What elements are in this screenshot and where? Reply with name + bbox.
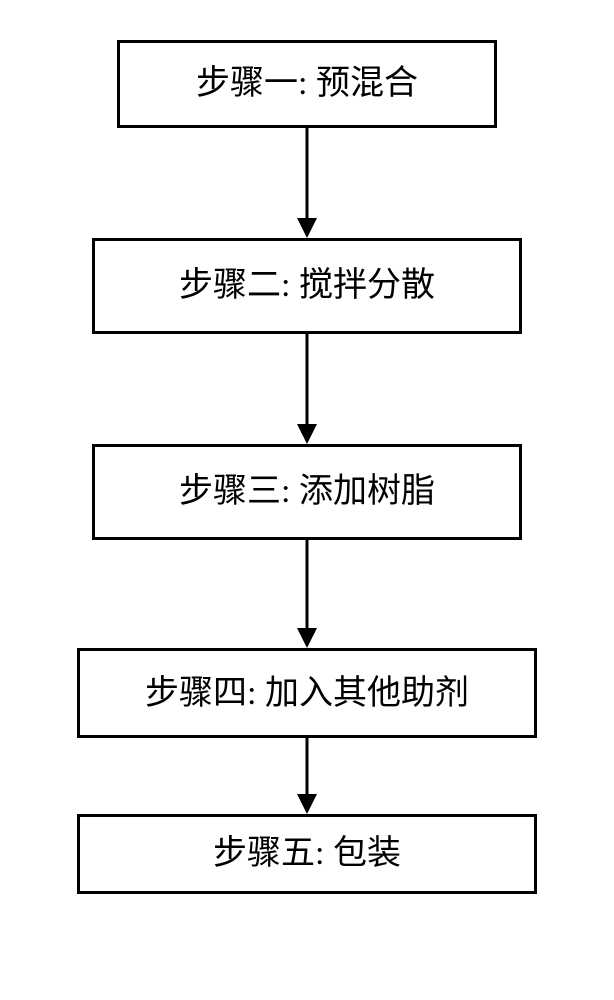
flow-arrow	[77, 128, 537, 238]
flow-node-step2: 步骤二: 搅拌分散	[92, 238, 522, 334]
flow-node-label: 步骤三: 添加树脂	[179, 475, 435, 509]
flow-node-label: 步骤二: 搅拌分散	[179, 269, 435, 303]
flow-node-label: 步骤四: 加入其他助剂	[145, 677, 469, 711]
flow-arrow	[77, 334, 537, 444]
flow-node-step4: 步骤四: 加入其他助剂	[77, 648, 537, 738]
flow-node-label: 步骤一: 预混合	[196, 67, 418, 101]
flow-arrow	[77, 540, 537, 648]
flow-arrow	[77, 738, 537, 814]
arrow-icon	[287, 540, 327, 648]
flowchart-container: 步骤一: 预混合 步骤二: 搅拌分散 步骤三: 添加树脂 步骤四: 加入其他助剂	[77, 40, 537, 894]
arrow-icon	[287, 334, 327, 444]
flow-node-label: 步骤五: 包装	[213, 837, 401, 871]
flow-node-step5: 步骤五: 包装	[77, 814, 537, 894]
flow-node-step1: 步骤一: 预混合	[117, 40, 497, 128]
arrow-icon	[287, 128, 327, 238]
flow-node-step3: 步骤三: 添加树脂	[92, 444, 522, 540]
arrow-icon	[287, 738, 327, 814]
